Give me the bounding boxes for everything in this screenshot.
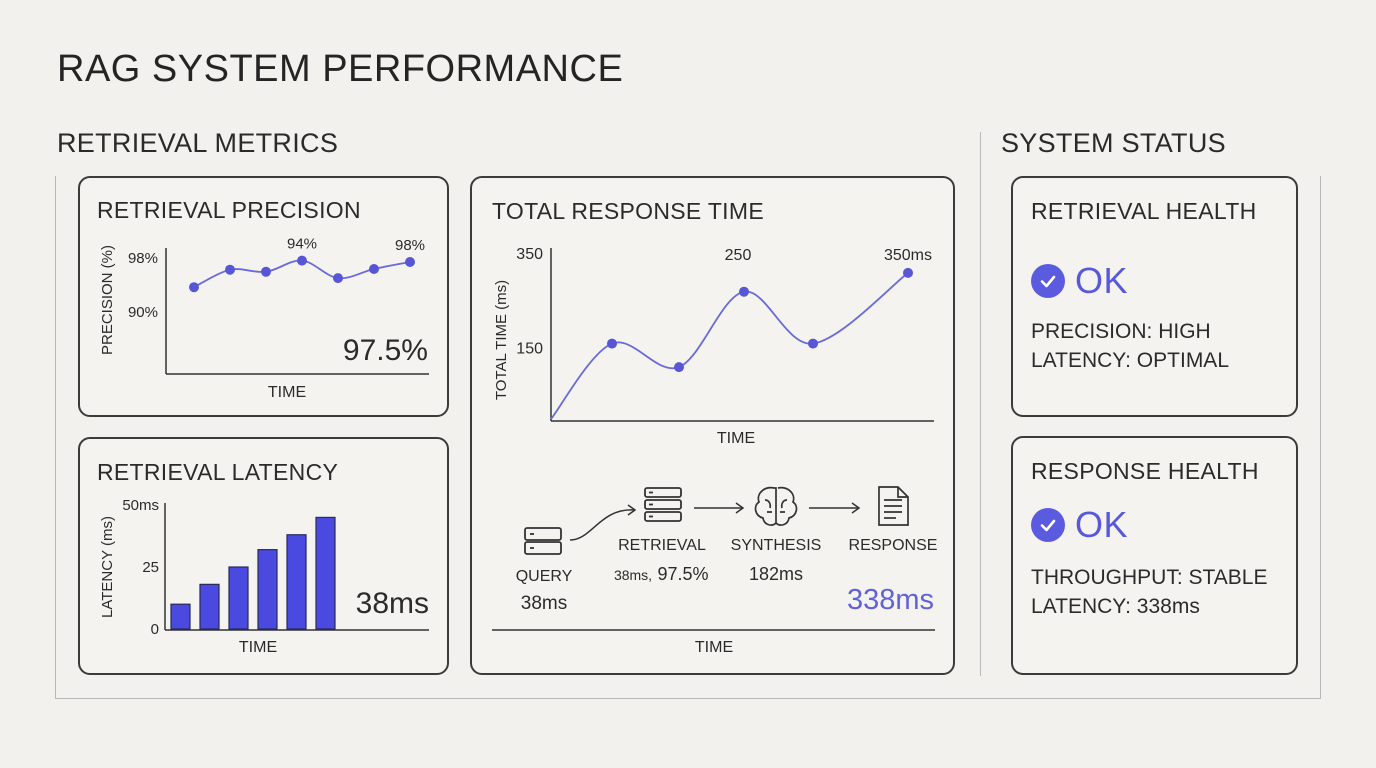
response-health-throughput: THROUGHPUT: STABLE: [1031, 566, 1268, 589]
latency-chart: LATENCY (ms) TIME 38ms 50ms 25 0: [99, 497, 429, 656]
latency-y-ticks: 50ms 25 0: [122, 497, 159, 638]
pipeline-time-axis-label: TIME: [695, 639, 733, 656]
pipeline-query-label: QUERY: [516, 568, 573, 585]
precision-point: [261, 266, 271, 277]
response-y-ticks: 350 150: [516, 246, 543, 357]
precision-y-axis-label: PRECISION (%): [99, 245, 116, 355]
pipeline-retrieval-value: 97.5%: [657, 564, 708, 584]
response-point: [808, 338, 818, 349]
pipeline-synthesis-label: SYNTHESIS: [731, 537, 822, 554]
retrieval-health-status: OK: [1031, 260, 1128, 302]
brain-icon: [754, 486, 798, 526]
precision-point: [189, 282, 199, 293]
response-y-tick: 350: [516, 246, 543, 263]
pipeline-query-value: 38ms: [521, 593, 567, 614]
pipeline-arrowhead-3: [851, 502, 861, 514]
response-time-card-title: TOTAL RESPONSE TIME: [492, 198, 764, 224]
pipeline: QUERY 38ms RETRIEVAL 38ms, 97.5% SYNTHES…: [492, 486, 938, 656]
precision-point: [405, 257, 415, 267]
response-x-axis-label: TIME: [717, 430, 755, 447]
response-y-tick: 150: [516, 340, 543, 357]
retrieval-health-status-text: OK: [1075, 260, 1129, 301]
response-line: [550, 272, 909, 420]
response-time-card: TOTAL RESPONSE TIME TOTAL TIME (ms) TIME…: [470, 176, 955, 675]
latency-card: RETRIEVAL LATENCY LATENCY (ms) TIME 38ms…: [78, 437, 449, 675]
latency-bars: [170, 516, 336, 630]
response-point: [674, 362, 684, 373]
retrieval-health-precision: PRECISION: HIGH: [1031, 320, 1211, 343]
response-health-status: OK: [1031, 504, 1128, 546]
latency-x-axis-label: TIME: [239, 639, 277, 656]
pipeline-retrieval-latency: 38ms,: [614, 567, 652, 583]
latency-bar: [170, 603, 191, 630]
response-health-card: RESPONSE HEALTH OK THROUGHPUT: STABLE LA…: [1011, 436, 1298, 675]
precision-big-value: 97.5%: [343, 334, 428, 367]
latency-bar: [315, 516, 336, 630]
latency-card-title: RETRIEVAL LATENCY: [97, 459, 339, 485]
latency-y-axis-label: LATENCY (ms): [99, 516, 116, 618]
response-health-latency: LATENCY: 338ms: [1031, 595, 1200, 618]
pipeline-synthesis-value: 182ms: [749, 564, 803, 584]
response-health-status-text: OK: [1075, 504, 1129, 545]
check-circle-icon: [1031, 264, 1065, 298]
database-icon: [644, 487, 682, 522]
latency-y-tick: 50ms: [122, 497, 159, 514]
precision-point: [297, 255, 307, 266]
page-title: RAG SYSTEM PERFORMANCE: [57, 48, 624, 90]
server-icon: [524, 527, 562, 555]
response-point: [739, 286, 749, 297]
precision-y-tick-90: 90%: [128, 304, 158, 321]
precision-chart: 98% 90% PRECISION (%) TIME 97.5% 94% 98%: [99, 236, 429, 401]
pipeline-arrowhead-1: [627, 504, 637, 516]
pipeline-total-value: 338ms: [847, 584, 934, 616]
pipeline-arrowhead-2: [735, 502, 745, 514]
precision-point: [333, 273, 343, 284]
response-point: [607, 338, 617, 349]
retrieval-health-card: RETRIEVAL HEALTH OK PRECISION: HIGH LATE…: [1011, 176, 1298, 417]
response-y-axis-label: TOTAL TIME (ms): [493, 280, 510, 400]
precision-x-axis-label: TIME: [268, 384, 306, 401]
latency-big-value: 38ms: [356, 587, 429, 620]
precision-card: RETRIEVAL PRECISION 98% 90% PRECISION (%…: [78, 176, 449, 417]
latency-y-tick: 0: [151, 621, 159, 638]
response-point: [903, 267, 913, 278]
check-circle-icon: [1031, 508, 1065, 542]
latency-bar: [228, 566, 249, 630]
response-series: [550, 267, 913, 420]
retrieval-health-title: RETRIEVAL HEALTH: [1031, 198, 1257, 224]
status-section-title: SYSTEM STATUS: [1001, 128, 1226, 158]
pipeline-retrieval-label: RETRIEVAL: [618, 537, 706, 554]
response-top-label-250: 250: [725, 247, 752, 264]
pipeline-response-label: RESPONSE: [849, 537, 938, 554]
precision-point: [369, 264, 379, 274]
response-time-chart: TOTAL TIME (ms) TIME 250 350ms 350 150: [492, 246, 938, 656]
precision-card-title: RETRIEVAL PRECISION: [97, 197, 361, 223]
latency-y-tick: 25: [142, 559, 159, 576]
document-icon: [878, 486, 909, 526]
precision-point-label: 94%: [287, 236, 317, 253]
precision-series: 94% 98%: [189, 236, 425, 293]
section-divider: [980, 132, 981, 676]
retrieval-section-title: RETRIEVAL METRICS: [57, 128, 339, 158]
latency-bar: [257, 549, 278, 630]
precision-point-label: 98%: [395, 237, 425, 254]
response-top-label-350: 350ms: [884, 247, 932, 264]
precision-point: [225, 264, 235, 275]
precision-y-tick-98: 98%: [128, 250, 158, 267]
pipeline-arrow-1: [569, 509, 635, 541]
latency-bar: [199, 583, 220, 630]
retrieval-health-latency: LATENCY: OPTIMAL: [1031, 349, 1229, 372]
metrics-frame: [55, 176, 1321, 699]
latency-bar: [286, 534, 307, 630]
response-health-title: RESPONSE HEALTH: [1031, 458, 1259, 484]
